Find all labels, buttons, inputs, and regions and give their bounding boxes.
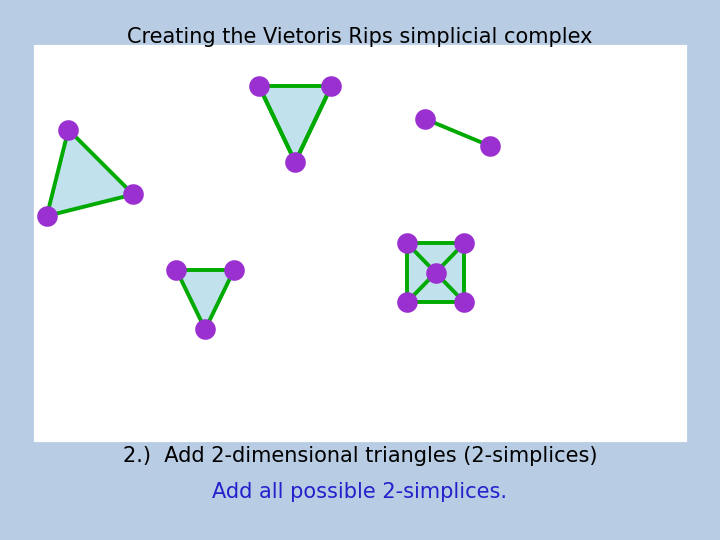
Point bbox=[41, 212, 53, 220]
Polygon shape bbox=[259, 86, 331, 162]
Text: Add all possible 2-simplices.: Add all possible 2-simplices. bbox=[212, 482, 508, 502]
Point bbox=[228, 266, 240, 274]
Point bbox=[459, 239, 470, 247]
Point bbox=[459, 298, 470, 307]
Point bbox=[289, 158, 301, 166]
Text: 2.)  Add 2-dimensional triangles (2-simplices): 2.) Add 2-dimensional triangles (2-simpl… bbox=[122, 446, 598, 465]
Polygon shape bbox=[436, 243, 464, 302]
Text: Creating the Vietoris Rips simplicial complex: Creating the Vietoris Rips simplicial co… bbox=[127, 27, 593, 47]
Point bbox=[484, 141, 495, 150]
Point bbox=[401, 239, 413, 247]
Point bbox=[325, 82, 337, 91]
Polygon shape bbox=[407, 243, 464, 273]
Polygon shape bbox=[407, 273, 464, 302]
Bar bbox=[32, 43, 688, 443]
Point bbox=[253, 82, 265, 91]
Point bbox=[171, 266, 182, 274]
Point bbox=[401, 298, 413, 307]
Polygon shape bbox=[176, 270, 234, 329]
Point bbox=[419, 114, 431, 123]
Point bbox=[63, 125, 74, 134]
Polygon shape bbox=[47, 130, 133, 216]
Point bbox=[430, 268, 441, 277]
Point bbox=[127, 190, 139, 199]
Point bbox=[199, 325, 211, 334]
Polygon shape bbox=[407, 243, 436, 302]
